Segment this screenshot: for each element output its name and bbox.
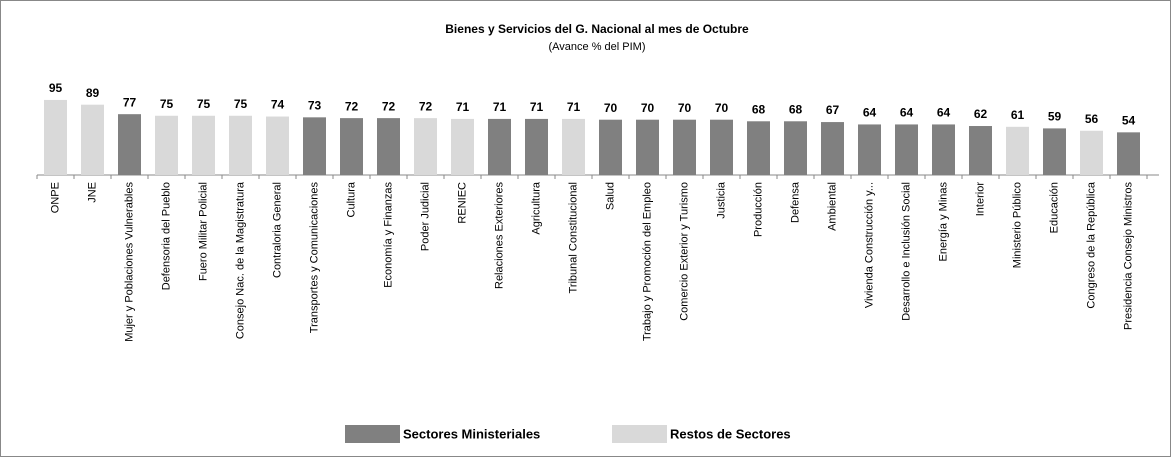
x-tick-label: Transportes y Comunicaciones [308,182,320,334]
x-tick-label: Interior [974,182,986,217]
bar [784,121,807,175]
x-tick-label: Ministerio Público [1011,182,1023,268]
x-tick-label: Defensa [789,181,801,223]
x-tick-label: Consejo Nac. de la Magistratura [234,181,246,339]
legend-swatch [345,425,400,443]
legend-swatch [612,425,667,443]
x-tick-label: Economía y Finanzas [382,182,394,288]
value-label: 75 [160,97,174,111]
bar [229,115,252,175]
value-label: 67 [826,103,840,117]
x-tick-label: Salud [604,182,616,210]
bar [488,118,511,175]
bar [414,118,437,175]
bar [303,117,326,175]
value-label: 95 [49,81,63,95]
x-tick-label: JNE [86,182,98,203]
bar [340,118,363,175]
x-tick-label: Agricultura [530,181,542,234]
bar [192,115,215,175]
value-label: 68 [789,102,803,116]
bar [451,118,474,175]
bar [858,124,881,175]
bar [969,126,992,175]
x-tick-label: Congreso de la República [1085,181,1097,308]
value-label: 61 [1011,108,1025,122]
bar [710,119,733,175]
bar [1006,126,1029,175]
bar [599,119,622,175]
value-label: 71 [456,100,470,114]
bar [1117,132,1140,175]
value-label: 68 [752,102,766,116]
bar [266,116,289,175]
value-label: 89 [86,86,100,100]
value-label: 54 [1122,114,1136,128]
x-tick-label: Producción [752,182,764,237]
x-tick-label: Fuero Militar Policial [197,182,209,281]
x-tick-label: ONPE [49,182,61,213]
bar [118,114,141,175]
bar [1043,128,1066,175]
value-label: 75 [234,97,248,111]
chart-title: Bienes y Servicios del G. Nacional al me… [445,22,749,36]
x-tick-label: Poder Judicial [419,182,431,251]
x-tick-label: Contraloria General [271,182,283,278]
value-label: 72 [382,99,396,113]
bar [81,104,104,175]
value-label: 62 [974,107,988,121]
bar [673,119,696,175]
value-label: 64 [900,106,914,120]
x-tick-label: Mujer y Poblaciones Vulnerables [123,182,135,342]
bar [377,118,400,175]
value-label: 71 [530,100,544,114]
legend-label: Restos de Sectores [670,426,791,441]
x-tick-label: Energía y Minas [937,182,949,262]
x-tick-label: Relaciones Exteriores [493,182,505,289]
bar [895,124,918,175]
chart-subtitle: (Avance % del PIM) [548,41,645,53]
value-label: 70 [641,101,655,115]
bar [747,121,770,175]
x-tick-label: RENIEC [456,182,468,224]
value-label: 64 [863,106,877,120]
value-label: 77 [123,95,137,109]
bar [44,99,67,175]
value-label: 64 [937,106,951,120]
x-tick-label: Educación [1048,182,1060,233]
value-label: 72 [345,99,359,113]
x-tick-label: Defensoria del Pueblo [160,182,172,290]
value-label: 74 [271,98,285,112]
x-tick-label: Tribunal Constitucional [567,182,579,293]
value-label: 70 [604,101,618,115]
bar [562,118,585,175]
value-label: 71 [493,100,507,114]
value-label: 71 [567,100,581,114]
bar [525,118,548,175]
x-tick-label: Ambiental [826,182,838,231]
value-label: 75 [197,97,211,111]
x-tick-label: Vivienda Construcción y... [863,182,875,308]
value-label: 70 [678,101,692,115]
bar [1080,130,1103,175]
bar [636,119,659,175]
legend-label: Sectores Ministeriales [403,426,540,441]
x-tick-label: Trabajo y Promoción del Empleo [641,182,653,341]
value-label: 73 [308,99,322,113]
bar [932,124,955,175]
value-label: 59 [1048,110,1062,124]
bar [155,115,178,175]
x-tick-label: Presidencia Consejo Ministros [1122,182,1134,330]
x-tick-label: Justicia [715,181,727,219]
value-label: 56 [1085,112,1099,126]
x-tick-label: Comercio Exterior y Turismo [678,182,690,321]
bar [821,122,844,175]
value-label: 70 [715,101,729,115]
x-tick-label: Cultura [345,181,357,217]
value-label: 72 [419,99,433,113]
x-tick-label: Desarrollo e Inclusión Social [900,182,912,321]
